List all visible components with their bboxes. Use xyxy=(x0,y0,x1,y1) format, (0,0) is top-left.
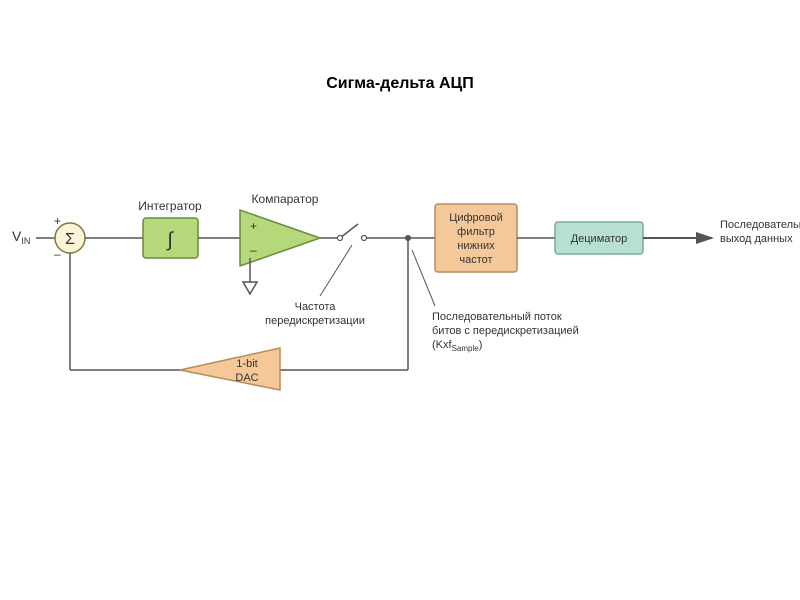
diagram-svg: VIN Σ + – ∫ Интегратор + – Компаратор Ча… xyxy=(0,0,800,600)
decimator-label: Дециматор xyxy=(571,233,628,245)
bitstream-leader xyxy=(412,250,435,306)
sum-plus: + xyxy=(54,214,61,228)
comp-minus: – xyxy=(250,243,257,257)
sum-minus: – xyxy=(54,247,61,261)
vin-label: VIN xyxy=(12,228,30,246)
switch-node-left xyxy=(338,236,343,241)
output-l2: выход данных xyxy=(720,233,793,245)
dac-l2: DAC xyxy=(235,372,258,384)
filter-l1: Цифровой xyxy=(449,212,503,224)
comp-gnd-icon xyxy=(243,282,257,294)
bitstream-l3: (KxfSample) xyxy=(432,339,482,353)
sample-leader xyxy=(320,245,352,296)
switch-arm xyxy=(340,224,358,238)
output-l1: Последовательный xyxy=(720,219,800,231)
filter-l3: нижних xyxy=(457,240,495,252)
switch-node-right xyxy=(362,236,367,241)
sample-label-1: Частота xyxy=(295,301,337,313)
filter-l2: фильтр xyxy=(457,226,495,238)
integrator-label: Интегратор xyxy=(138,199,202,213)
sample-label-2: передискретизации xyxy=(265,315,365,327)
comp-plus: + xyxy=(250,219,257,233)
bitstream-l2: битов с передискретизацией xyxy=(432,325,579,337)
dac-l1: 1-bit xyxy=(236,358,257,370)
comparator-label: Компаратор xyxy=(252,192,319,206)
bitstream-l1: Последовательный поток xyxy=(432,311,562,323)
dac-block xyxy=(180,348,280,390)
sum-symbol: Σ xyxy=(65,231,75,248)
filter-l4: частот xyxy=(459,254,492,266)
